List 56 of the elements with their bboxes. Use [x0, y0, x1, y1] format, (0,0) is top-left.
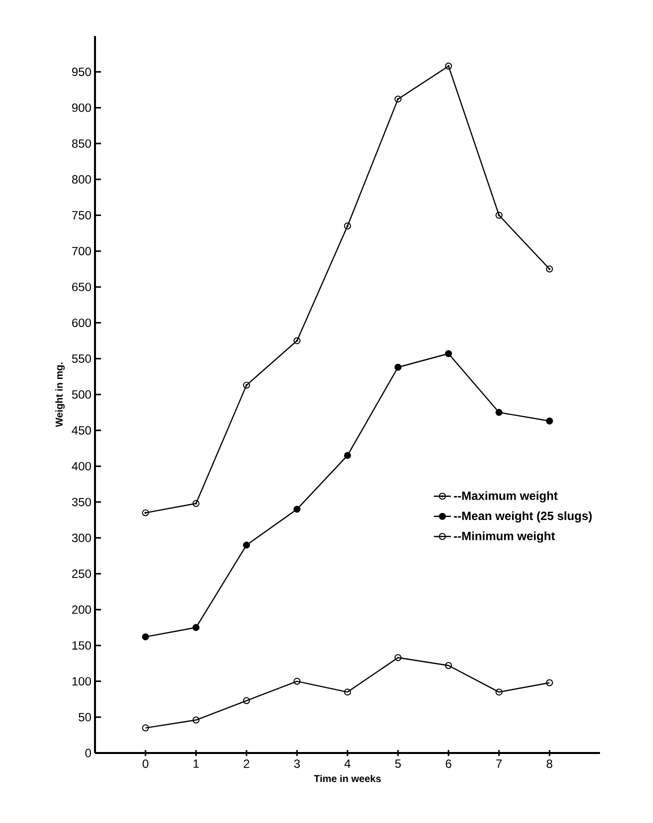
x-tick-label: 2 [244, 760, 250, 768]
point [496, 408, 502, 416]
point [445, 662, 452, 670]
y-tick-label: 850 [72, 139, 92, 148]
x-tick-label: 7 [496, 760, 502, 768]
point [445, 350, 452, 358]
legend-label: --Minimum weight [454, 531, 555, 543]
x-tick-label: 8 [546, 760, 552, 768]
point [294, 678, 300, 685]
x-tick-label: 5 [395, 760, 401, 768]
point [294, 506, 300, 513]
point [496, 688, 502, 696]
point [344, 688, 351, 696]
point [294, 337, 300, 344]
y-tick-label: 650 [72, 282, 92, 292]
point [243, 697, 250, 704]
y-tick-label: 450 [72, 426, 92, 435]
y-tick-label: 750 [72, 211, 92, 220]
y-tick-label: 400 [72, 462, 92, 470]
point [496, 212, 502, 219]
x-tick-label: 0 [142, 760, 148, 768]
y-tick-label: 800 [72, 175, 92, 184]
y-tick-label: 100 [72, 677, 92, 686]
y-tick-label: 150 [72, 641, 92, 650]
x-tick-label: 4 [344, 760, 350, 768]
point [243, 382, 250, 389]
y-tick-label: 500 [72, 390, 92, 399]
y-tick-label: 600 [72, 318, 92, 328]
y-tick-label: 250 [72, 570, 92, 578]
y-tick-label: 700 [72, 246, 92, 256]
y-tick-label: 200 [72, 605, 92, 614]
x-tick-label: 3 [294, 760, 300, 768]
legend-label: --Maximum weight [454, 491, 558, 502]
point [344, 452, 351, 459]
y-axis-title: Weight in mg. [55, 362, 65, 428]
point [192, 716, 200, 724]
y-tick-label: 550 [72, 354, 92, 363]
point [142, 633, 149, 640]
point [445, 62, 452, 70]
y-tick-label: 350 [72, 498, 92, 506]
x-tick-label: 6 [446, 760, 452, 768]
point [394, 96, 402, 103]
y-tick-label: 0 [85, 748, 92, 758]
y-tick-label: 50 [78, 712, 92, 722]
legend-label: --Mean weight (25 slugs) [454, 511, 592, 522]
point [546, 418, 553, 425]
point [243, 542, 250, 549]
x-axis-title: Time in weeks [314, 774, 381, 782]
y-tick-label: 900 [72, 103, 92, 112]
point [192, 624, 200, 632]
point [192, 500, 200, 507]
y-tick-label: 300 [72, 534, 92, 542]
y-tick-label: 950 [72, 68, 92, 76]
x-tick-label: 1 [194, 760, 199, 768]
point [394, 654, 402, 662]
point [394, 364, 402, 371]
